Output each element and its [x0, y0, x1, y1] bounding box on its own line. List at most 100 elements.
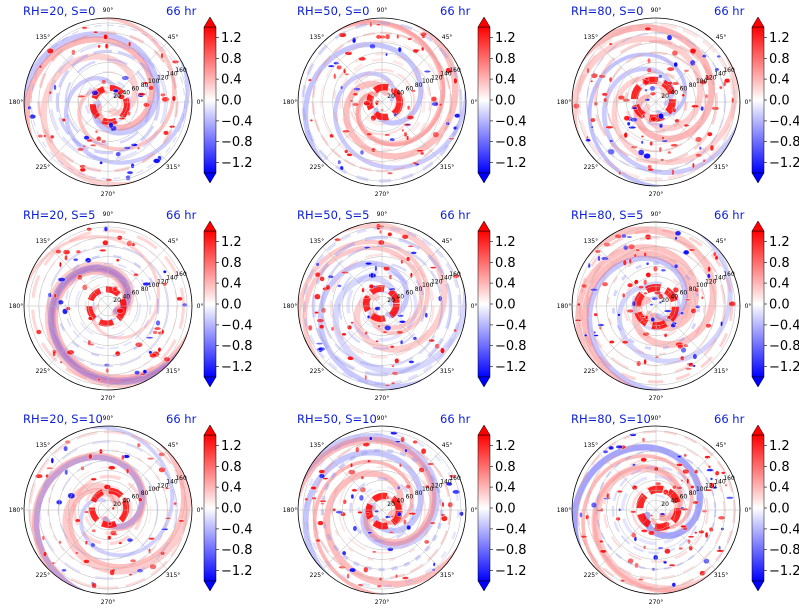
- negative-cell: [112, 88, 119, 93]
- positive-cell: [79, 167, 86, 173]
- positive-cell: [364, 374, 368, 381]
- colorbar-extend-max: [203, 16, 217, 28]
- positive-cell: [152, 330, 158, 335]
- positive-cell: [336, 64, 342, 70]
- colorbar-tick-label: 0.4: [221, 73, 242, 88]
- positive-cell: [348, 469, 356, 475]
- angle-label: 270°: [101, 599, 115, 606]
- negative-cell: [649, 85, 656, 92]
- negative-cell: [126, 537, 134, 543]
- colorbar-extend-min: [477, 172, 491, 184]
- negative-cell: [608, 445, 614, 451]
- positive-cell: [407, 37, 413, 41]
- colorbar-tick-label: −0.8: [221, 339, 253, 354]
- positive-cell: [643, 251, 647, 258]
- positive-cell: [386, 171, 393, 175]
- negative-cell: [57, 299, 64, 305]
- positive-cell: [627, 557, 634, 564]
- colorbar-tick-label: 1.2: [495, 439, 516, 454]
- positive-cell: [408, 512, 417, 516]
- positive-cell: [136, 442, 141, 448]
- positive-cell: [705, 488, 712, 492]
- positive-cell: [608, 42, 613, 46]
- positive-cell: [138, 497, 143, 502]
- positive-cell: [349, 462, 353, 468]
- positive-cell: [178, 519, 185, 523]
- negative-cell: [341, 550, 347, 556]
- colorbar-tick-label: 0.8: [495, 52, 516, 67]
- positive-cell: [640, 314, 646, 318]
- positive-cell: [362, 442, 370, 447]
- positive-cell: [407, 245, 415, 248]
- positive-cell: [344, 72, 350, 76]
- angle-label: 135°: [36, 34, 50, 41]
- colorbar-extend-max: [477, 424, 491, 436]
- positive-cell: [453, 77, 458, 85]
- positive-cell: [642, 79, 650, 86]
- positive-cell: [649, 141, 653, 147]
- radial-tick-label: 80: [415, 286, 423, 293]
- negative-cell: [670, 323, 676, 328]
- radial-tick-label: 80: [141, 286, 149, 293]
- negative-cell: [358, 494, 365, 502]
- angle-label: 270°: [375, 191, 389, 198]
- positive-cell: [576, 302, 581, 307]
- radial-tick-label: 140: [166, 275, 178, 282]
- positive-cell: [99, 248, 107, 252]
- positive-cell: [667, 150, 672, 155]
- radial-tick-label: 20: [113, 93, 121, 100]
- positive-cell: [97, 377, 102, 382]
- positive-cell: [720, 471, 726, 475]
- negative-cell: [161, 528, 169, 531]
- radial-tick-label: 100: [696, 486, 708, 493]
- negative-band: [302, 41, 424, 186]
- colorbar-extend-min: [751, 580, 765, 592]
- negative-cell: [692, 353, 698, 360]
- positive-cell: [681, 507, 689, 511]
- positive-cell: [65, 306, 71, 311]
- positive-cell: [316, 318, 325, 323]
- positive-cell: [137, 146, 140, 150]
- positive-band: [308, 222, 448, 353]
- negative-cell: [145, 336, 154, 339]
- colorbar-extend-min: [203, 580, 217, 592]
- positive-cell: [387, 232, 393, 237]
- positive-cell: [376, 100, 381, 103]
- positive-cell: [363, 100, 371, 106]
- positive-cell: [77, 95, 86, 98]
- negative-cell: [431, 101, 439, 107]
- angle-label: 315°: [714, 572, 728, 579]
- positive-cell: [440, 513, 446, 517]
- radial-tick-label: 60: [406, 86, 414, 93]
- colorbar-tick-label: −0.8: [495, 543, 527, 558]
- positive-cell: [649, 91, 656, 96]
- negative-cell: [115, 151, 121, 157]
- angle-label: 225°: [310, 572, 324, 579]
- positive-cell: [419, 32, 427, 37]
- angle-label: 135°: [36, 238, 50, 245]
- positive-cell: [724, 78, 731, 84]
- angle-label: 90°: [651, 415, 662, 422]
- negative-cell: [63, 445, 68, 452]
- colorbar: [477, 230, 491, 378]
- positive-cell: [62, 249, 71, 255]
- radial-tick-label: 100: [148, 78, 160, 85]
- radial-tick-label: 40: [670, 90, 678, 97]
- colorbar-tick-label: −0.8: [769, 135, 799, 150]
- colorbar-tick-label: −1.2: [769, 564, 799, 579]
- positive-cell: [704, 531, 709, 539]
- positive-cell: [346, 153, 353, 157]
- positive-cell: [330, 326, 335, 332]
- negative-cell: [658, 74, 663, 79]
- radial-tick-label: 120: [705, 279, 717, 286]
- colorbar-tick-label: −0.8: [769, 339, 799, 354]
- angular-gridline: [596, 509, 657, 570]
- positive-cell: [671, 168, 675, 176]
- polar-plot: 0°45°90°135°180°225°270°315°204060801001…: [283, 211, 527, 402]
- radial-tick-label: 120: [157, 75, 169, 82]
- time-label: 66 hr: [166, 4, 197, 18]
- positive-cell: [91, 529, 97, 533]
- angle-label: 0°: [197, 507, 204, 514]
- positive-cell: [654, 355, 659, 359]
- positive-cell: [441, 501, 445, 508]
